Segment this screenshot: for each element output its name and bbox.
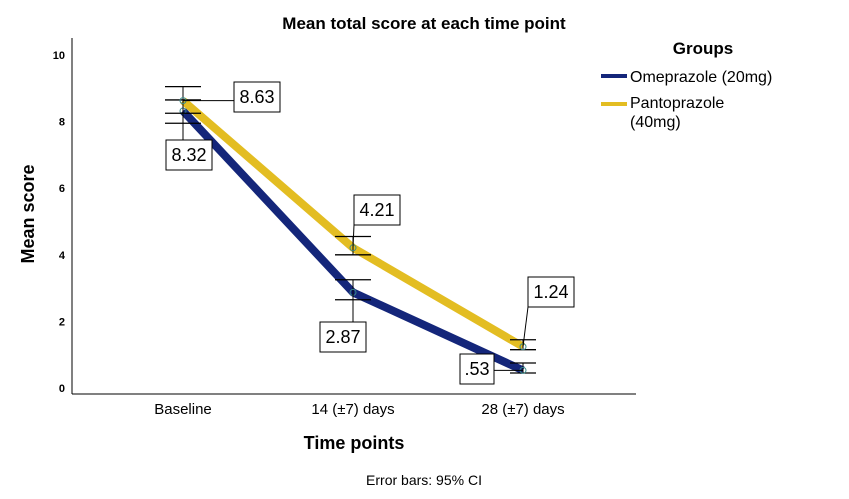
legend-label-pantoprazole: Pantoprazole (40mg)	[630, 95, 724, 131]
x-axis-title: Time points	[304, 433, 405, 453]
data-label-box-pantoprazole	[527, 276, 575, 308]
y-tick-label: 6	[59, 183, 65, 195]
y-tick-label: 10	[53, 50, 65, 62]
data-label-omeprazole: 8.32	[171, 145, 206, 165]
data-label-omeprazole: .53	[464, 359, 489, 379]
data-label-pantoprazole: 8.63	[239, 87, 274, 107]
legend-title: Groups	[673, 39, 733, 58]
data-label-box-omeprazole	[319, 321, 367, 353]
y-axis-title: Mean score	[18, 164, 38, 263]
chart-marks: 8.32 2.87 .53 8.63 4.21 1.24	[165, 81, 575, 385]
x-tick-label: 28 (±7) days	[481, 401, 564, 418]
data-label-box-pantoprazole	[353, 194, 401, 226]
y-tick-label: 4	[59, 250, 66, 262]
plot-area: 0 2 4 6 8 10 Baseline 14 (±7) days 28 (±7) days	[53, 38, 636, 418]
data-label-pantoprazole: 4.21	[359, 200, 394, 220]
chart-title: Mean total score at each time point	[282, 14, 566, 33]
y-tick-label: 2	[59, 316, 65, 328]
data-label-pantoprazole: 1.24	[533, 282, 568, 302]
x-tick-label: Baseline	[154, 401, 212, 418]
y-tick-label: 8	[59, 117, 65, 129]
data-label-leader-pantoprazole	[352, 224, 355, 248]
legend-label-omeprazole: Omeprazole (20mg)	[630, 69, 772, 86]
data-label-omeprazole: 2.87	[325, 327, 360, 347]
x-tick-label: 14 (±7) days	[311, 401, 394, 418]
error-bars-footnote: Error bars: 95% CI	[366, 472, 482, 488]
data-label-box-omeprazole	[165, 139, 213, 171]
y-tick-label: 0	[59, 383, 65, 395]
data-label-box-pantoprazole	[233, 81, 281, 113]
data-label-leader-pantoprazole	[522, 306, 529, 347]
legend: Omeprazole (20mg) Pantoprazole (40mg)	[601, 69, 772, 131]
data-label-box-omeprazole	[459, 353, 495, 385]
